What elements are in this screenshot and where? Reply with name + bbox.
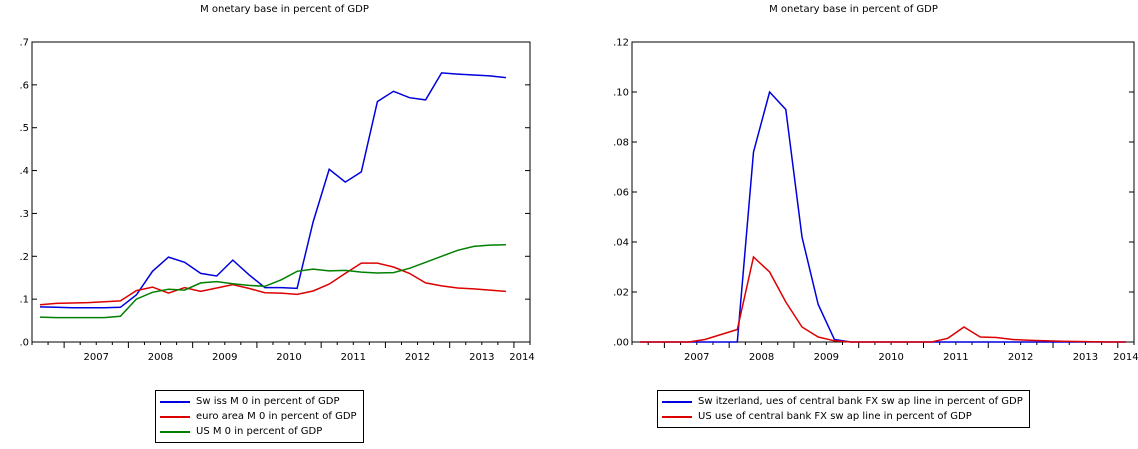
legend-swatch <box>160 400 190 403</box>
y-tick-label: .1 <box>19 295 29 306</box>
legend-entry: US M 0 in percent of GDP <box>160 424 357 439</box>
x-tick-label: 2007 <box>84 352 109 363</box>
legend-swatch <box>662 400 692 403</box>
series-line <box>640 255 1126 343</box>
x-tick-label: 2011 <box>341 352 366 363</box>
y-tick-label: .6 <box>19 80 29 91</box>
legend-label: euro area M 0 in percent of GDP <box>196 411 357 422</box>
legend-entry: Sw itzerland, ues of central bank FX sw … <box>662 394 1023 409</box>
y-tick-label: .08 <box>613 138 629 149</box>
legend-swatch <box>160 430 190 433</box>
y-tick-label: .04 <box>613 238 629 249</box>
x-tick-label: 2014 <box>1113 352 1138 363</box>
y-tick-label: .10 <box>613 88 629 99</box>
plot-frame <box>631 41 1135 343</box>
chart-right-svg: .00 .02 .04 .06 .08 .10 .12 2007 2008 2009 2010 201… <box>613 38 1138 364</box>
y-tick-label: .3 <box>19 209 29 220</box>
series-line <box>39 72 506 309</box>
x-tick-label: 2009 <box>212 352 237 363</box>
legend-swatch <box>160 415 190 418</box>
plot-frame <box>31 41 531 343</box>
legend-label: US M 0 in percent of GDP <box>196 426 323 437</box>
x-tick-label: 2013 <box>1073 352 1098 363</box>
legend-right: Sw itzerland, ues of central bank FX sw … <box>657 390 1030 428</box>
chart-panel-right: M onetary base in percent of GDP .00 .02.… <box>569 0 1138 449</box>
y-tick-label: .5 <box>19 123 29 134</box>
y-tick-label: .02 <box>613 288 629 299</box>
x-tick-label: 2009 <box>814 352 839 363</box>
chart-title: M onetary base in percent of GDP <box>200 4 369 15</box>
y-tick-label: .4 <box>19 166 29 177</box>
legend-entry: Sw iss M 0 in percent of GDP <box>160 394 357 409</box>
legend-entry: US use of central bank FX sw ap line in … <box>662 409 1023 424</box>
legend-swatch <box>662 415 692 418</box>
legend-label: Sw itzerland, ues of central bank FX sw … <box>698 396 1023 407</box>
y-tick-label: .7 <box>19 38 29 49</box>
legend-entry: euro area M 0 in percent of GDP <box>160 409 357 424</box>
x-tick-label: 2011 <box>943 352 968 363</box>
legend-label: Sw iss M 0 in percent of GDP <box>196 396 340 407</box>
chart-left-svg: .0 .1 .2 .3 .4 .5 .6 .7 2007 2008 2009 2010 2011 2012… <box>19 38 534 364</box>
x-tick-label: 2013 <box>469 352 494 363</box>
x-tick-label: 2012 <box>405 352 430 363</box>
y-tick-label: .12 <box>613 38 629 49</box>
x-tick-label: 2007 <box>684 352 709 363</box>
x-tick-label: 2008 <box>148 352 173 363</box>
x-tick-label: 2014 <box>509 352 534 363</box>
series-line <box>39 243 506 319</box>
legend-left: Sw iss M 0 in percent of GDP euro area M… <box>155 390 364 443</box>
series-line <box>640 90 1126 343</box>
legend-label: US use of central bank FX sw ap line in … <box>698 411 972 422</box>
x-tick-label: 2010 <box>878 352 903 363</box>
chart-title: M onetary base in percent of GDP <box>769 4 938 15</box>
x-tick-label: 2012 <box>1008 352 1033 363</box>
series-line <box>39 262 506 306</box>
y-tick-label: .2 <box>19 252 29 263</box>
x-tick-label: 2008 <box>749 352 774 363</box>
chart-panel-left: M onetary base in percent of GDP .0 .1 .2.… <box>19 4 535 443</box>
y-tick-label: .06 <box>613 188 629 199</box>
x-tick-label: 2010 <box>276 352 301 363</box>
y-tick-label: .00 <box>613 338 629 349</box>
y-tick-label: .0 <box>19 338 29 349</box>
